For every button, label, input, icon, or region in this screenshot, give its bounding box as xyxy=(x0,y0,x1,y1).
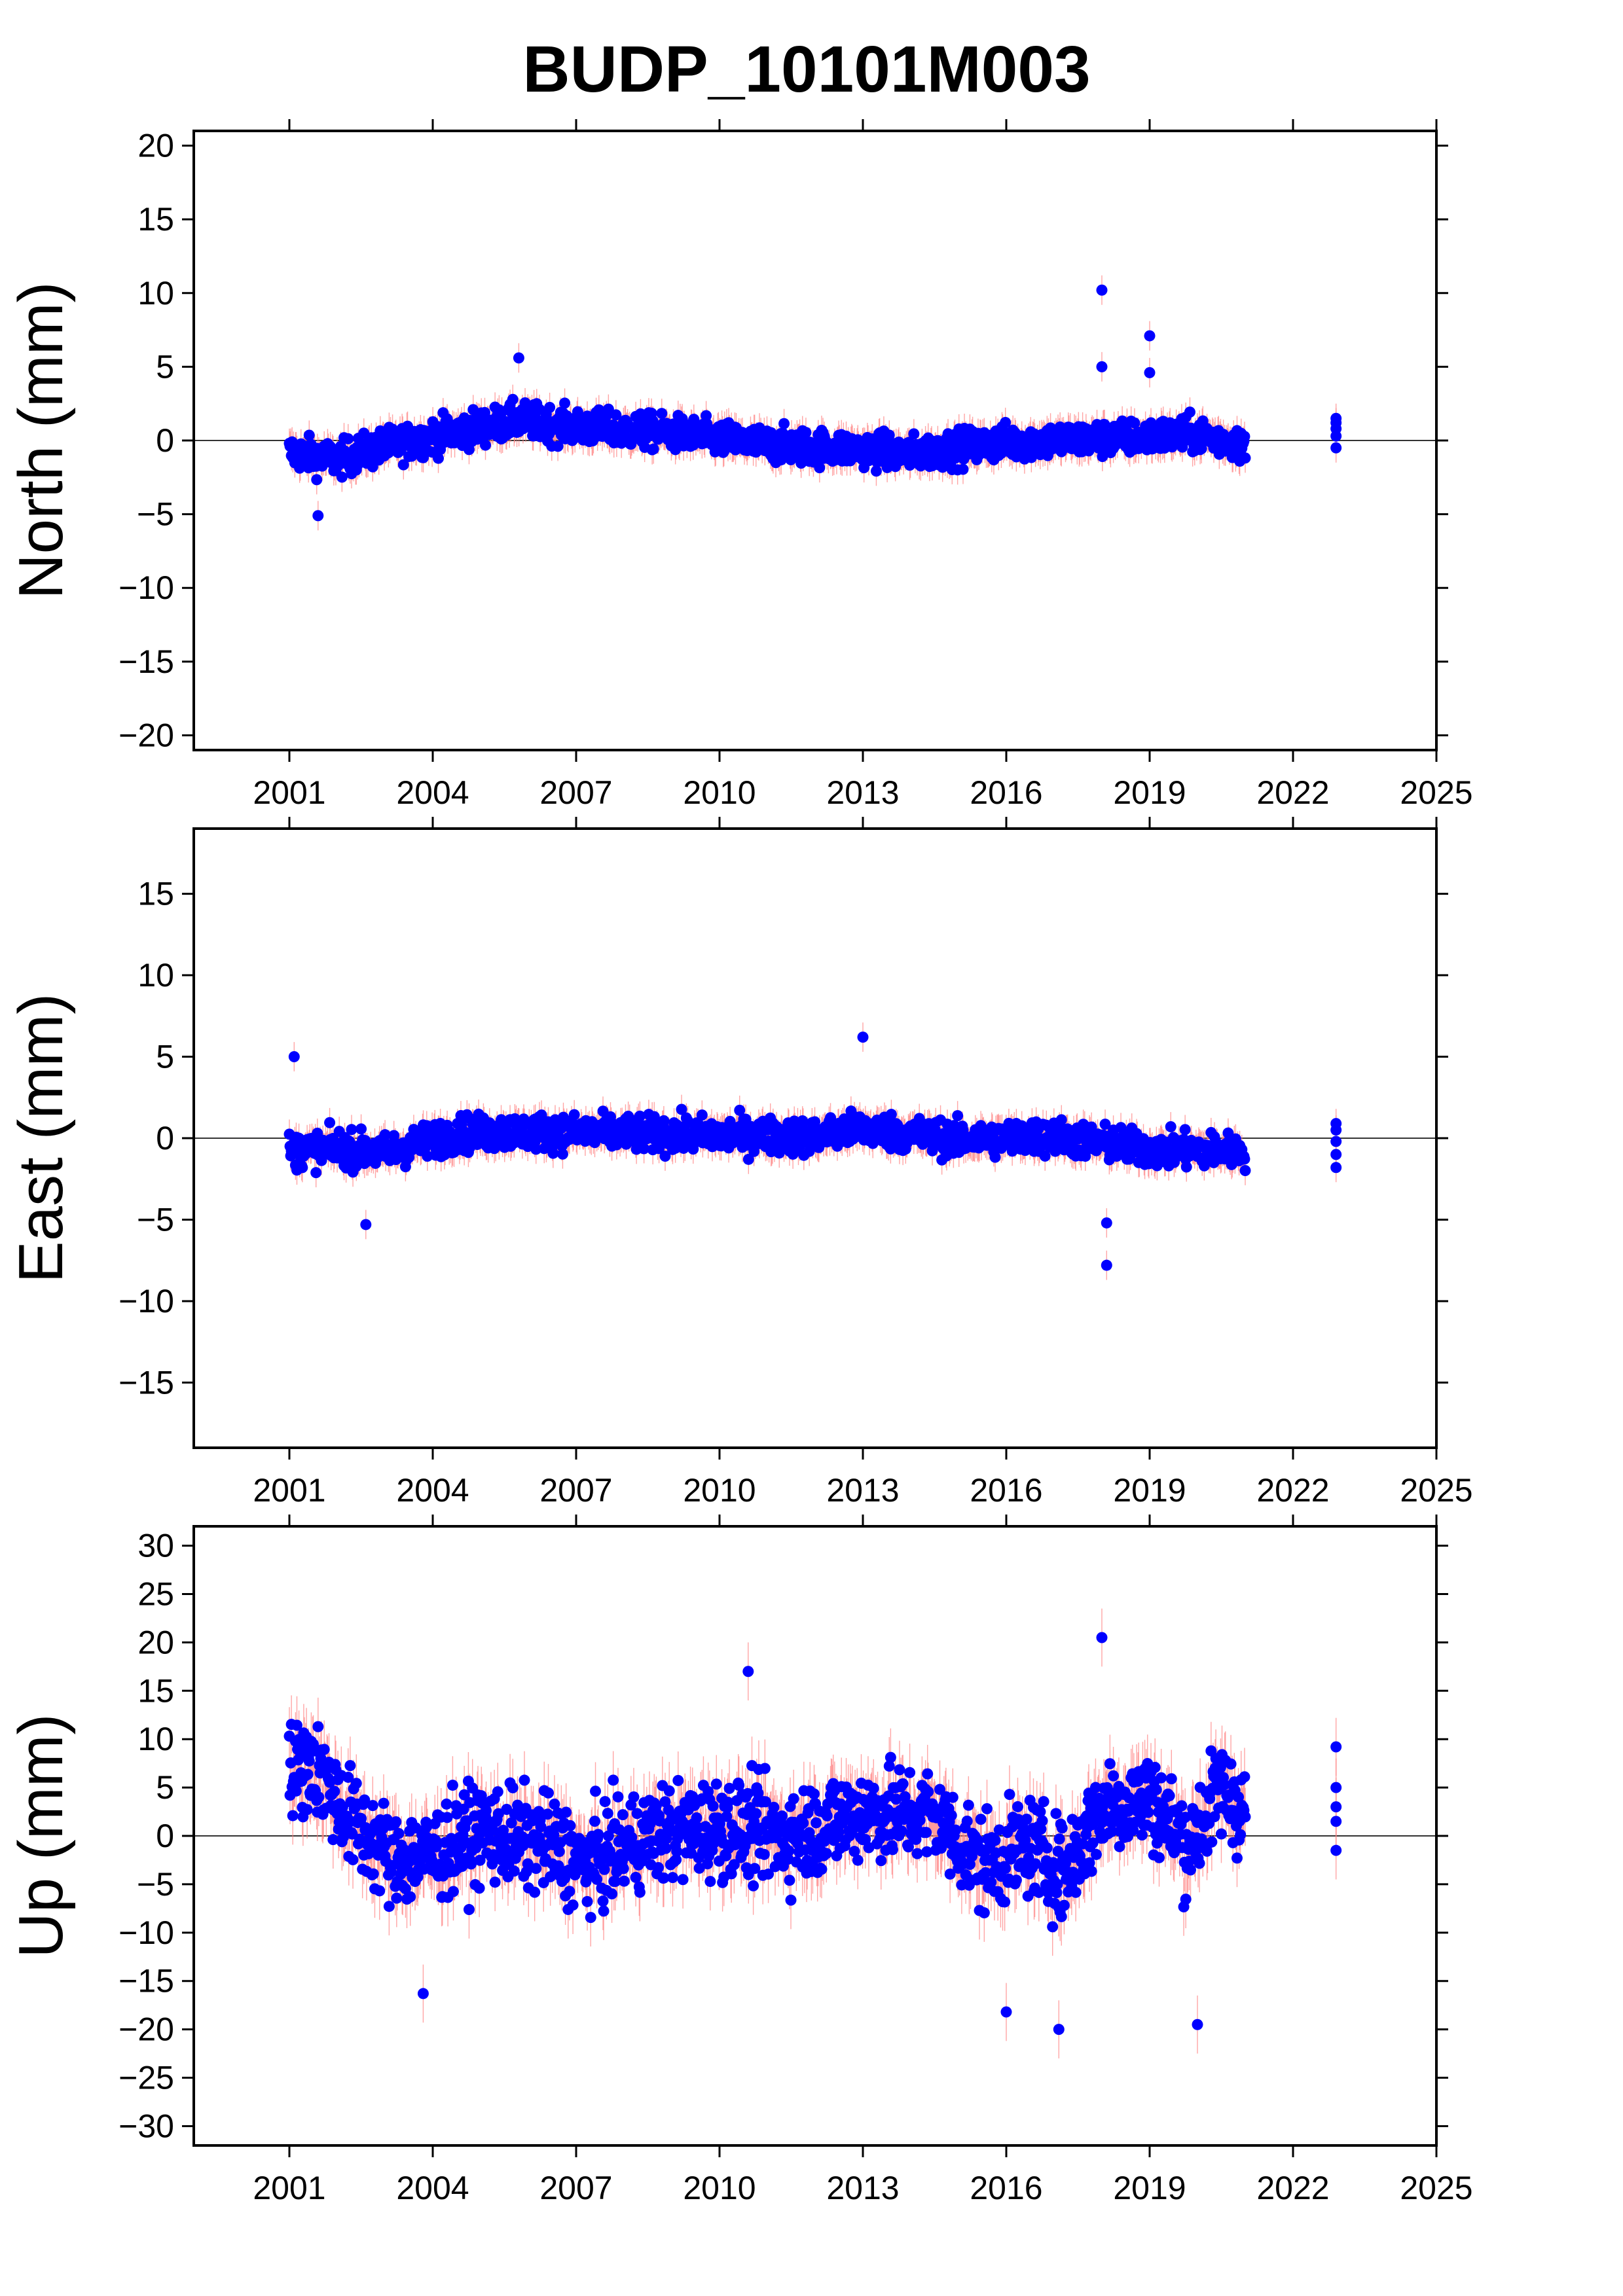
data-point xyxy=(513,352,524,364)
data-point xyxy=(800,427,812,439)
data-point xyxy=(602,403,614,415)
data-point xyxy=(1096,284,1108,296)
data-point xyxy=(1099,419,1110,431)
x-tick-label: 2022 xyxy=(1256,774,1329,811)
data-point xyxy=(1330,430,1342,442)
x-tick-label: 2016 xyxy=(970,774,1042,811)
y-tick-label: −15 xyxy=(119,643,174,680)
data-point xyxy=(312,510,324,522)
x-tick-label: 2007 xyxy=(539,774,612,811)
data-point xyxy=(775,454,787,465)
data-point xyxy=(552,440,564,452)
y-tick-label: 20 xyxy=(137,128,174,164)
data-point xyxy=(303,429,315,441)
data-point xyxy=(310,1167,322,1179)
data-point xyxy=(293,1132,305,1144)
data-points xyxy=(283,1031,1342,1271)
y-tick-label: −20 xyxy=(119,717,174,753)
x-tick-label: 2004 xyxy=(396,774,469,811)
data-point xyxy=(297,1162,308,1174)
data-point xyxy=(433,452,445,464)
data-point xyxy=(324,1117,336,1128)
data-point xyxy=(311,474,323,486)
x-tick-label: 2013 xyxy=(826,774,899,811)
data-point xyxy=(737,427,748,439)
data-point xyxy=(658,1115,670,1126)
y-tick-label: 10 xyxy=(137,275,174,312)
data-point xyxy=(559,397,571,409)
data-point xyxy=(957,463,969,475)
data-point xyxy=(1000,416,1012,428)
y-tick-label: 5 xyxy=(156,348,174,385)
data-point xyxy=(656,408,668,420)
data-point xyxy=(346,1124,357,1136)
data-point xyxy=(696,1109,708,1121)
y-axis-label: North (mm) xyxy=(6,281,76,599)
data-point xyxy=(1129,417,1140,429)
data-point xyxy=(1330,412,1342,424)
data-point xyxy=(356,1123,367,1135)
data-point xyxy=(572,406,583,418)
data-point xyxy=(1239,452,1251,464)
data-point xyxy=(556,1148,568,1160)
data-point xyxy=(544,402,556,414)
data-point xyxy=(397,459,409,471)
data-point xyxy=(870,465,882,477)
data-point xyxy=(547,1147,559,1159)
data-point xyxy=(1144,367,1156,378)
data-point xyxy=(1239,431,1250,442)
north-panel: 20 15 10 5 0 −5 −10 −15 −20 2001 2004 2007 2010 2013 2… xyxy=(6,119,1473,811)
data-point xyxy=(908,428,920,440)
data-point xyxy=(688,414,700,425)
data-points xyxy=(283,284,1342,522)
data-point xyxy=(765,427,777,439)
x-tick-label: 2001 xyxy=(253,774,325,811)
data-point xyxy=(814,462,826,474)
y-tick-label: −5 xyxy=(137,496,174,533)
data-point xyxy=(1184,406,1195,418)
data-point xyxy=(336,471,348,483)
data-point xyxy=(1330,442,1342,454)
y-tick-label: −10 xyxy=(119,569,174,606)
x-tick-label: 2019 xyxy=(1113,774,1186,811)
x-tick-label: 2010 xyxy=(683,774,756,811)
x-tick-label: 2025 xyxy=(1400,774,1472,811)
data-point xyxy=(1144,330,1156,342)
data-point xyxy=(778,418,790,429)
data-point xyxy=(883,429,895,441)
y-tick-label: 0 xyxy=(156,422,174,459)
data-point xyxy=(568,1109,580,1121)
data-point xyxy=(647,443,659,455)
error-bars xyxy=(289,275,1337,531)
y-tick-label: 15 xyxy=(137,201,174,238)
chart-title: BUDP_10101M003 xyxy=(522,33,1090,106)
data-point xyxy=(507,393,519,405)
data-point xyxy=(1096,361,1108,372)
data-point xyxy=(342,433,354,444)
data-point xyxy=(480,439,492,451)
data-point xyxy=(610,409,622,421)
